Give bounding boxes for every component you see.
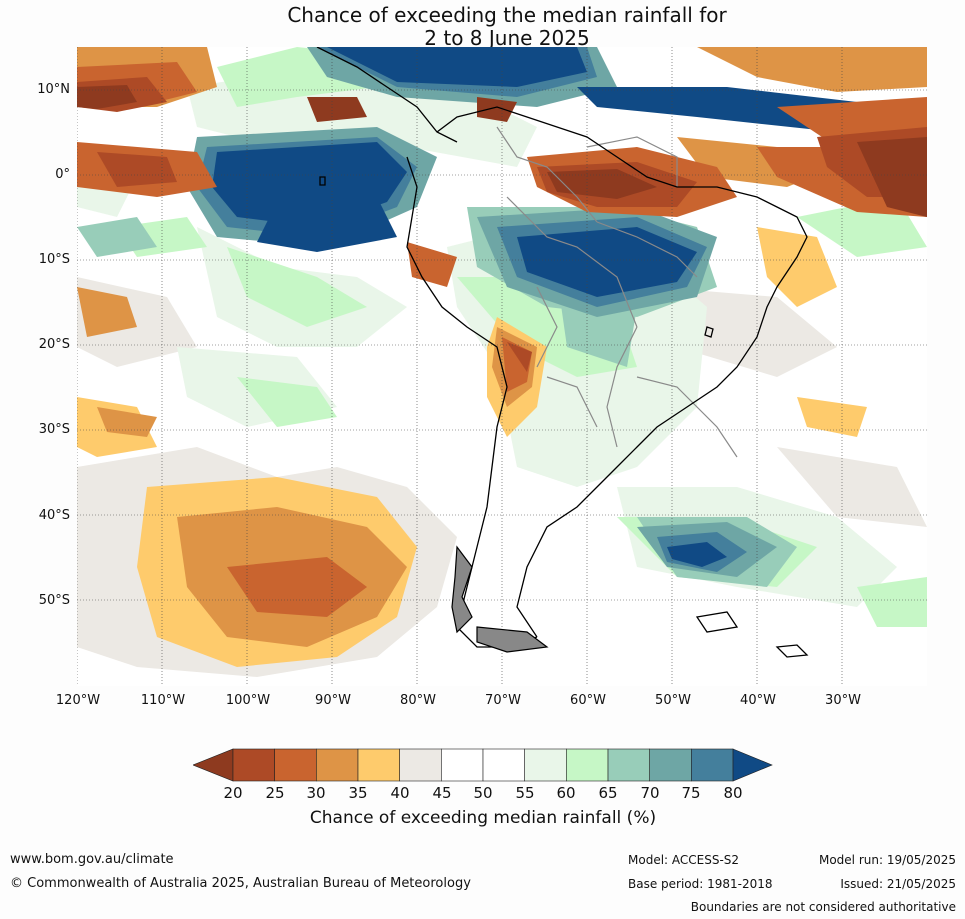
lat-label-10s: 10°S xyxy=(38,252,70,267)
lon-label-90w: 90°W xyxy=(315,693,351,708)
colorbar-extend-high xyxy=(732,748,773,782)
issued-text: Issued: 21/05/2025 xyxy=(840,877,956,891)
lat-label-40s: 40°S xyxy=(38,508,70,523)
colorbar-cell xyxy=(441,748,484,782)
colorbar-cell xyxy=(607,748,650,782)
colorbar-tick: 50 xyxy=(473,784,493,802)
colorbar-tick: 70 xyxy=(640,784,660,802)
model-run-text: Model run: 19/05/2025 xyxy=(818,853,956,867)
website-text: www.bom.gov.au/climate xyxy=(10,852,174,867)
colorbar-cell xyxy=(524,748,567,782)
lat-label-0: 0° xyxy=(55,167,70,182)
lat-label-20s: 20°S xyxy=(38,337,70,352)
colorbar-cell xyxy=(399,748,442,782)
colorbar-cell xyxy=(357,748,400,782)
colorbar-cell xyxy=(482,748,525,782)
colorbar-tick: 45 xyxy=(432,784,452,802)
map-title: Chance of exceeding the median rainfall … xyxy=(0,4,965,50)
colorbar-tick: 55 xyxy=(515,784,535,802)
colorbar-tick: 25 xyxy=(265,784,285,802)
lon-label-80w: 80°W xyxy=(400,693,436,708)
colorbar-tick: 20 xyxy=(223,784,243,802)
boundaries-note: Boundaries are not considered authoritat… xyxy=(690,900,956,914)
colorbar-tick: 40 xyxy=(390,784,410,802)
lat-label-30s: 30°S xyxy=(38,422,70,437)
lat-label-50s: 50°S xyxy=(38,593,70,608)
colorbar-label: Chance of exceeding median rainfall (%) xyxy=(309,808,657,828)
lon-label-100w: 100°W xyxy=(225,693,271,708)
base-period-text: Base period: 1981-2018 xyxy=(628,877,773,891)
colorbar-cell xyxy=(232,748,275,782)
colorbar-tick: 75 xyxy=(681,784,701,802)
colorbar-tick: 30 xyxy=(306,784,326,802)
colorbar-tick: 80 xyxy=(723,784,743,802)
title-line-1: Chance of exceeding the median rainfall … xyxy=(287,3,727,27)
colorbar-cell xyxy=(316,748,359,782)
colorbar-tick: 35 xyxy=(348,784,368,802)
lon-label-30w: 30°W xyxy=(825,693,861,708)
colorbar-extend-low xyxy=(193,748,234,782)
model-text: Model: ACCESS-S2 xyxy=(628,853,740,867)
rainfall-map xyxy=(77,47,927,686)
colorbar-cell xyxy=(649,748,692,782)
colorbar-cell xyxy=(691,748,734,782)
lat-label-10n: 10°N xyxy=(37,82,70,97)
title-line-2: 2 to 8 June 2025 xyxy=(424,26,590,50)
colorbar-cell xyxy=(566,748,609,782)
colorbar xyxy=(193,748,773,782)
lon-label-50w: 50°W xyxy=(655,693,691,708)
colorbar-tick: 60 xyxy=(556,784,576,802)
lon-label-110w: 110°W xyxy=(140,693,186,708)
copyright-text: © Commonwealth of Australia 2025, Austra… xyxy=(10,876,471,891)
lon-label-70w: 70°W xyxy=(485,693,521,708)
colorbar-cell xyxy=(274,748,317,782)
lon-label-60w: 60°W xyxy=(570,693,606,708)
lon-label-40w: 40°W xyxy=(740,693,776,708)
lon-label-120w: 120°W xyxy=(55,693,101,708)
colorbar-tick: 65 xyxy=(598,784,618,802)
